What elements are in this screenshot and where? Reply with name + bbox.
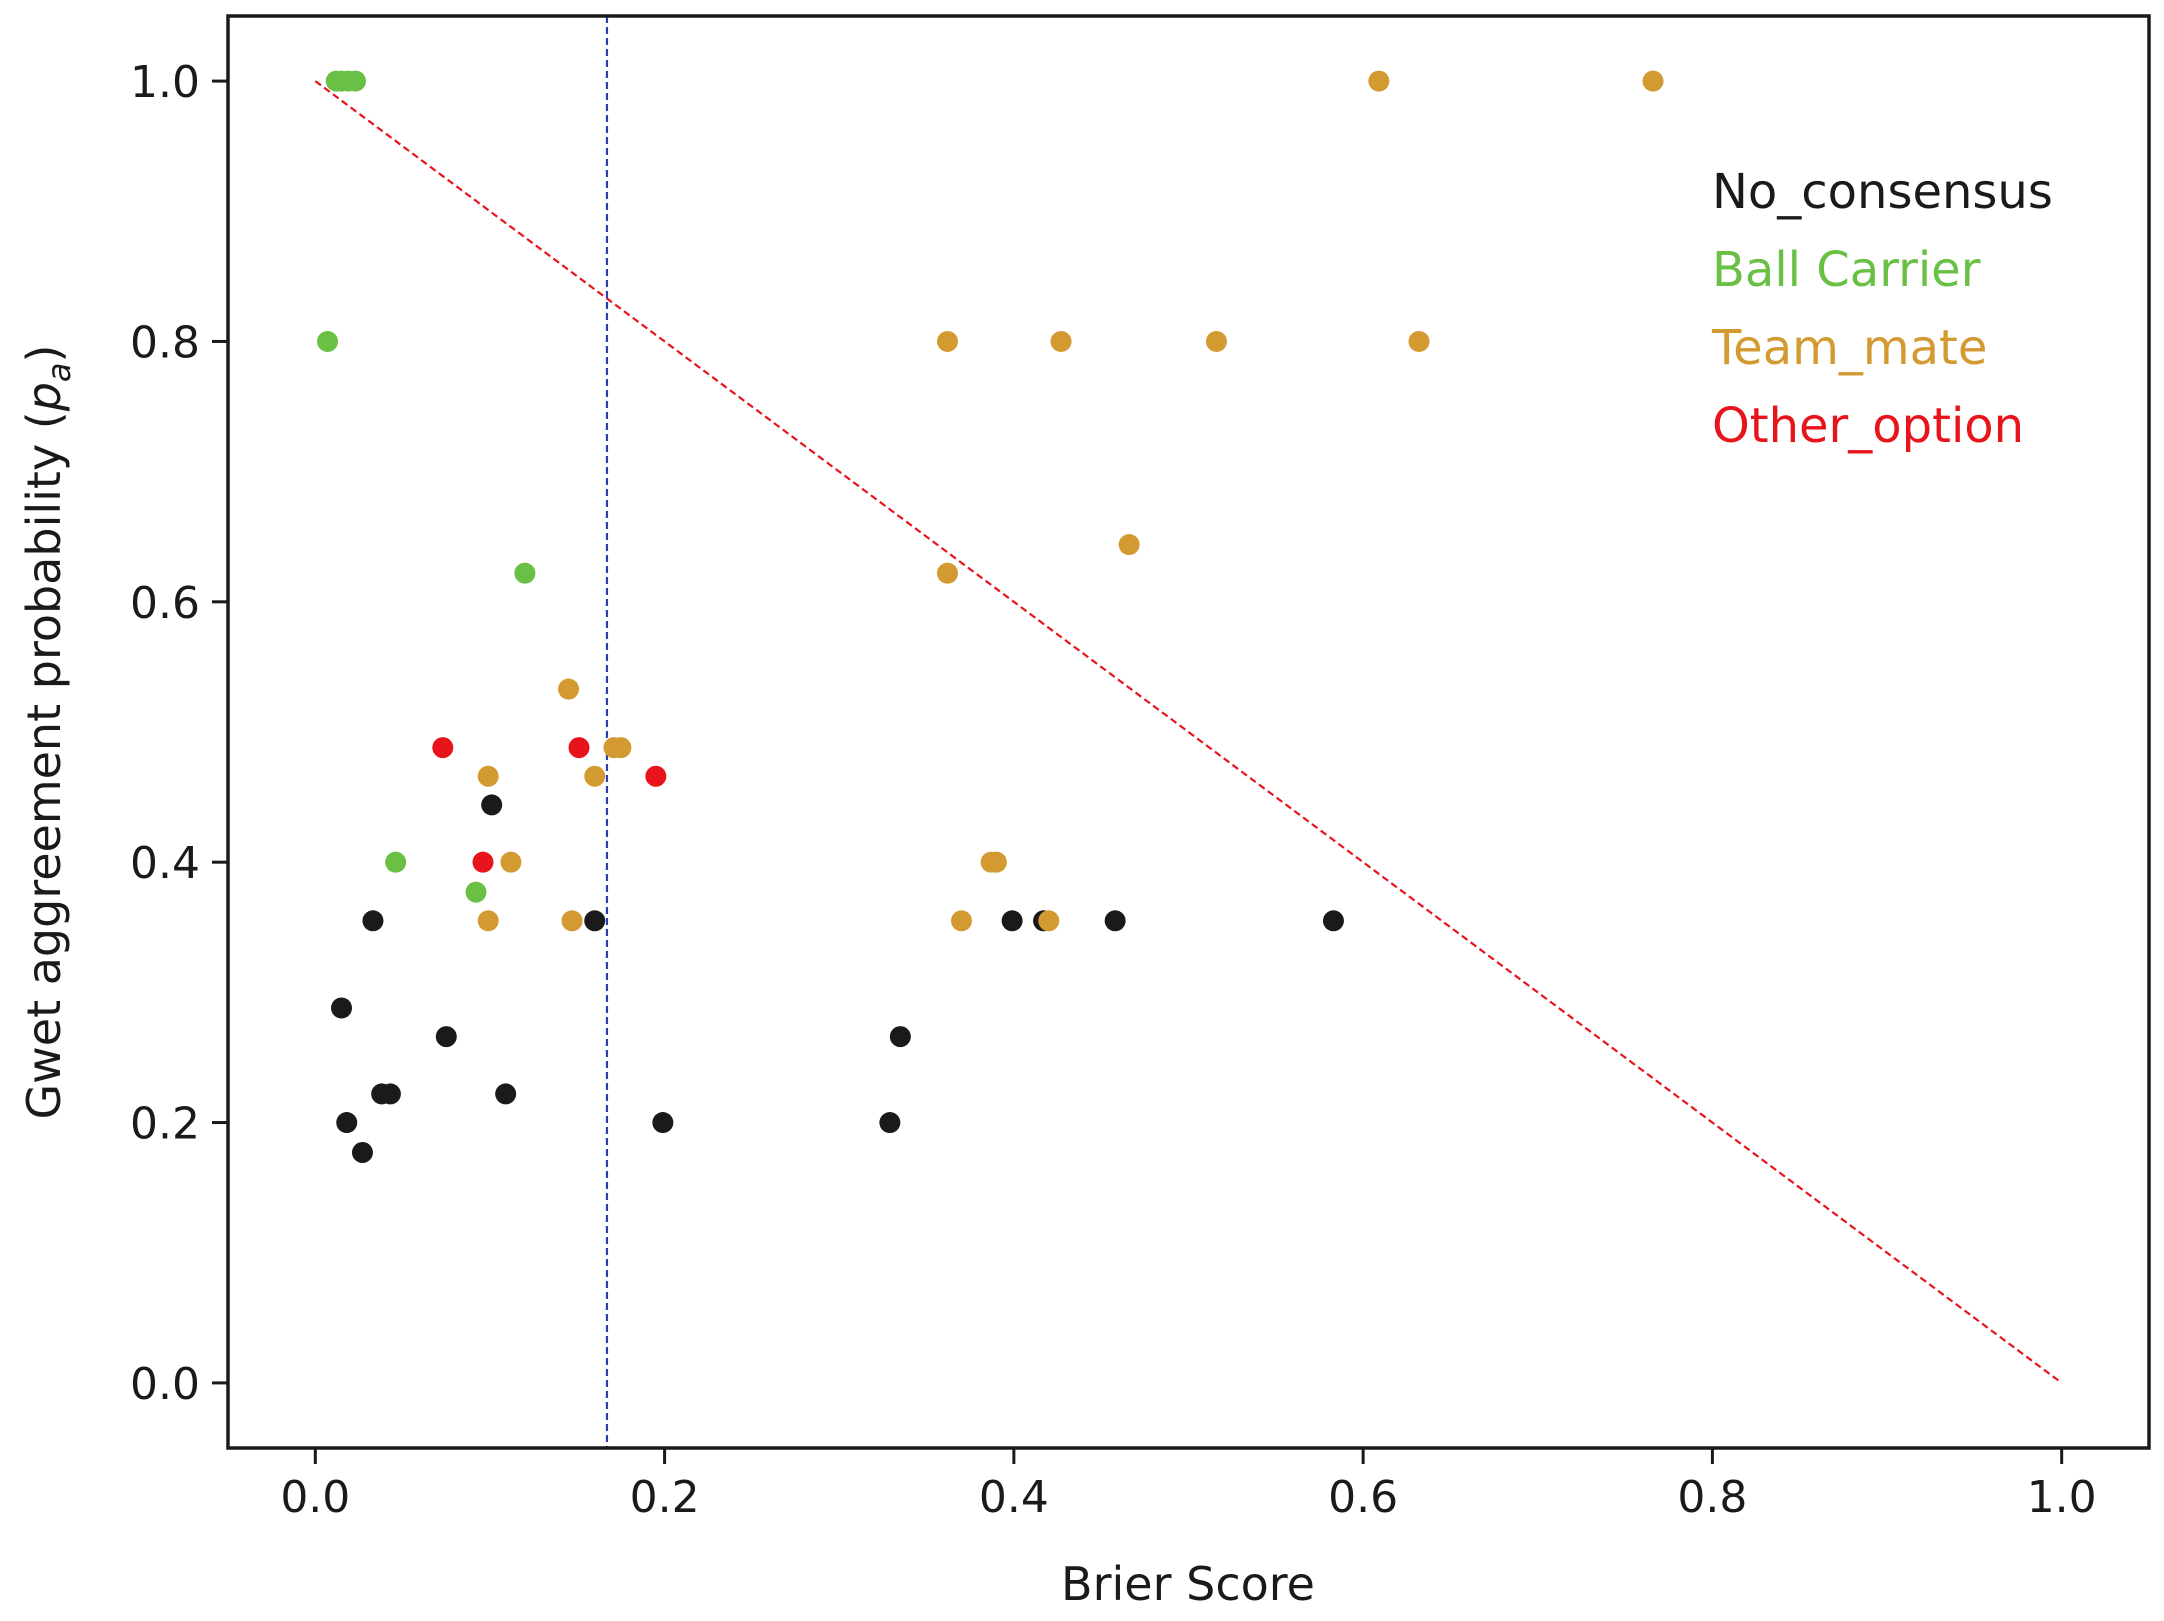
point-other-option xyxy=(568,737,590,759)
point-ball-carrier xyxy=(317,330,339,352)
x-tick-label: 0.6 xyxy=(1328,1472,1398,1523)
point-team-mate xyxy=(937,330,959,352)
point-team-mate xyxy=(1118,534,1140,556)
point-team-mate xyxy=(584,765,606,787)
point-team-mate xyxy=(1050,330,1072,352)
legend-entry-team-mate: Team_mate xyxy=(1711,320,1987,376)
point-team-mate xyxy=(1205,330,1227,352)
y-tick-label: 0.2 xyxy=(130,1099,200,1150)
reference-line-diagonal xyxy=(314,80,2063,1384)
point-no-consensus xyxy=(1322,910,1344,932)
point-no-consensus xyxy=(379,1083,401,1105)
point-team-mate xyxy=(1368,70,1390,92)
legend-entry-ball-carrier: Ball Carrier xyxy=(1712,242,1981,298)
x-tick-label: 0.4 xyxy=(979,1472,1049,1523)
y-tick-label: 0.6 xyxy=(130,578,200,629)
point-team-mate xyxy=(477,910,499,932)
point-other-option xyxy=(472,851,494,873)
point-team-mate xyxy=(1642,70,1664,92)
x-tick-label: 0.8 xyxy=(1677,1472,1747,1523)
y-axis-label: Gwet aggreement probability (pa) xyxy=(17,344,78,1119)
x-tick-label: 0.2 xyxy=(630,1472,700,1523)
point-other-option xyxy=(645,765,667,787)
point-no-consensus xyxy=(336,1112,358,1134)
point-ball-carrier xyxy=(385,851,407,873)
point-ball-carrier xyxy=(514,562,536,584)
point-ball-carrier xyxy=(465,881,487,903)
point-team-mate xyxy=(610,737,632,759)
y-tick-label: 0.8 xyxy=(130,317,200,368)
point-team-mate xyxy=(985,851,1007,873)
y-tick-label: 1.0 xyxy=(130,57,200,108)
x-axis-label: Brier Score xyxy=(1061,1557,1315,1611)
point-no-consensus xyxy=(331,997,353,1019)
point-no-consensus xyxy=(1104,910,1126,932)
point-other-option xyxy=(432,737,454,759)
point-no-consensus xyxy=(889,1026,911,1048)
point-no-consensus xyxy=(584,910,606,932)
point-team-mate xyxy=(500,851,522,873)
point-no-consensus xyxy=(362,910,384,932)
point-no-consensus xyxy=(481,794,503,816)
point-no-consensus xyxy=(495,1083,517,1105)
x-tick-label: 1.0 xyxy=(2027,1472,2097,1523)
point-no-consensus xyxy=(1001,910,1023,932)
point-no-consensus xyxy=(351,1141,373,1163)
point-team-mate xyxy=(1038,910,1060,932)
point-no-consensus xyxy=(652,1112,674,1134)
plot-frame xyxy=(226,14,2151,1450)
legend: No_consensus Ball Carrier Team_mate Other_o… xyxy=(1711,164,2053,454)
y-tick-label: 0.0 xyxy=(130,1359,200,1410)
legend-entry-other-option: Other_option xyxy=(1712,398,2024,454)
point-team-mate xyxy=(477,765,499,787)
point-ball-carrier xyxy=(344,70,366,92)
point-team-mate xyxy=(1408,330,1430,352)
point-team-mate xyxy=(558,678,580,700)
point-no-consensus xyxy=(435,1026,457,1048)
y-tick-label: 0.4 xyxy=(130,838,200,889)
x-tick-label: 0.0 xyxy=(280,1472,350,1523)
point-team-mate xyxy=(937,562,959,584)
point-team-mate xyxy=(950,910,972,932)
point-no-consensus xyxy=(879,1112,901,1134)
point-team-mate xyxy=(561,910,583,932)
legend-entry-no-consensus: No_consensus xyxy=(1712,164,2053,220)
